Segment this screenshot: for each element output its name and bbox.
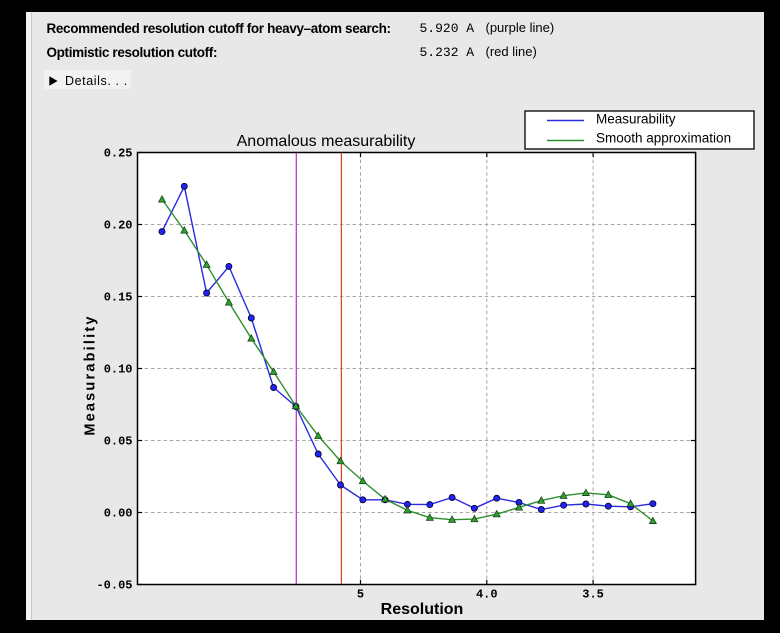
svg-text:0.10: 0.10 (104, 363, 133, 377)
svg-text:Anomalous measurability: Anomalous measurability (237, 133, 416, 150)
svg-text:Smooth approximation: Smooth approximation (596, 131, 731, 146)
svg-text:0.15: 0.15 (104, 291, 133, 305)
svg-text:0.05: 0.05 (104, 435, 133, 449)
svg-text:5.232 A: 5.232 A (420, 45, 475, 60)
svg-text:3.5: 3.5 (582, 588, 604, 602)
svg-text:(red line): (red line) (486, 44, 537, 59)
svg-text:Measurability: Measurability (596, 111, 676, 126)
svg-text:Optimistic resolution cutoff:: Optimistic resolution cutoff: (47, 45, 218, 60)
svg-text:5.920 A: 5.920 A (420, 21, 475, 36)
svg-text:-0.05: -0.05 (96, 579, 132, 593)
svg-text:Measurability: Measurability (83, 314, 99, 435)
svg-text:Resolution: Resolution (381, 601, 464, 618)
svg-text:0.20: 0.20 (104, 219, 133, 233)
svg-text:4.0: 4.0 (476, 588, 498, 602)
svg-text:(purple line): (purple line) (486, 20, 555, 35)
svg-text:Details. . .: Details. . . (65, 74, 128, 88)
svg-text:0.00: 0.00 (104, 507, 133, 521)
svg-text:Recommended resolution cutoff: Recommended resolution cutoff for heavy–… (47, 21, 391, 36)
svg-text:0.25: 0.25 (104, 147, 133, 161)
svg-text:5: 5 (357, 588, 364, 602)
